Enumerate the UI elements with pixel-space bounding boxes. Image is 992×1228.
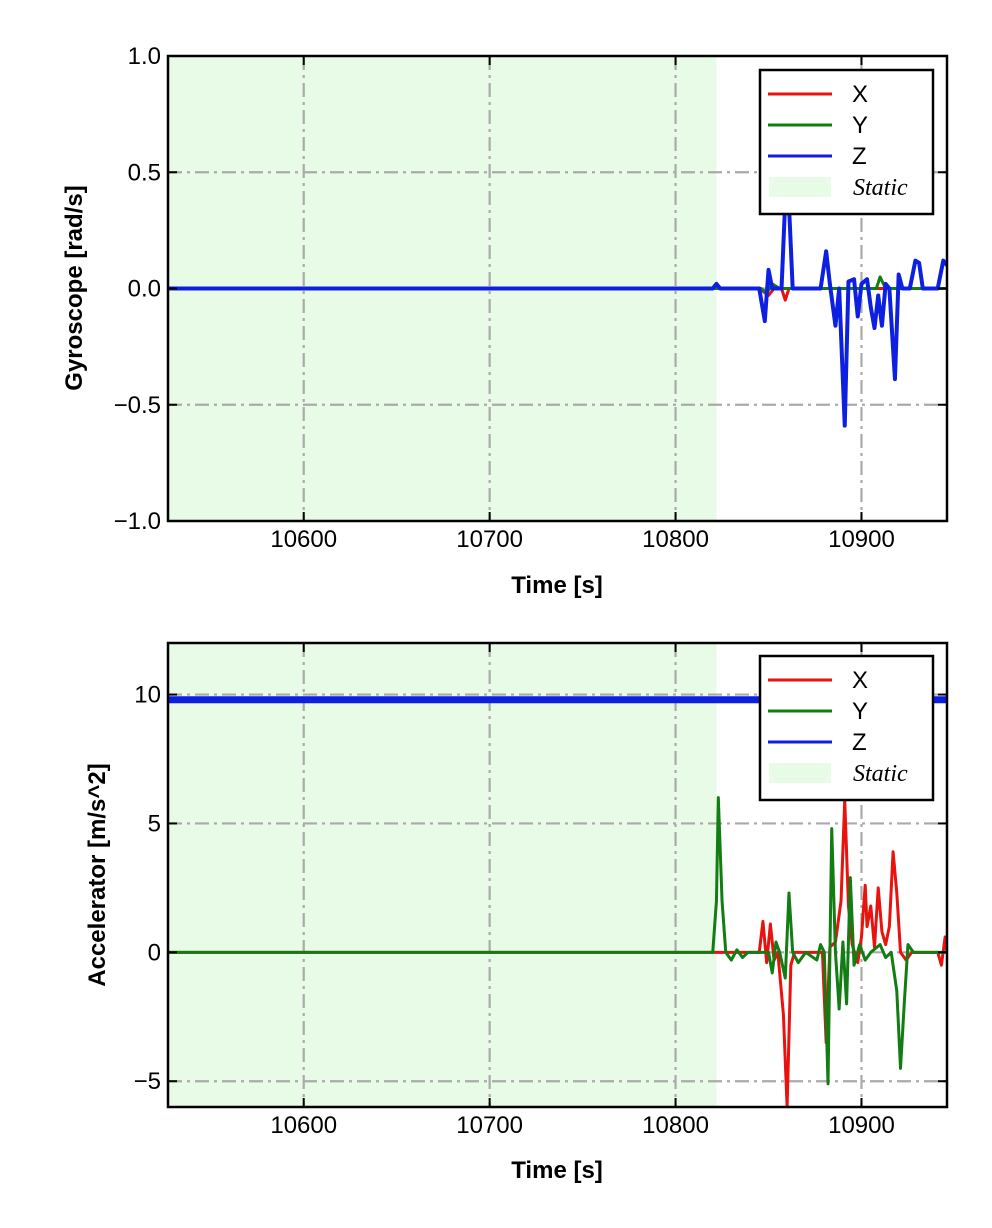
y-tick-label: 10 [134, 682, 161, 709]
series-group-0 [168, 198, 947, 428]
accelerator-chart: 10600 10700 10800 10900 10 5 0 −5 Time [s] Acc… [84, 641, 949, 1184]
y-tick-label: −0.5 [114, 392, 161, 419]
x-axis-label-1: Time [s] [511, 1157, 603, 1184]
legend-0: X Y Z Static [758, 68, 935, 216]
x-tick-label: 10800 [642, 526, 709, 553]
x-tick-label: 10800 [642, 1112, 709, 1139]
legend-1: X Y Z Static [758, 654, 935, 802]
legend-patch-static-0 [769, 177, 831, 197]
x-tick-label: 10600 [270, 526, 337, 553]
legend-label-x-0: X [852, 81, 868, 108]
y-tick-label: 1.0 [128, 43, 161, 70]
legend-label-y-1: Y [852, 698, 868, 725]
x-tick-label: 10600 [270, 1112, 337, 1139]
y-tick-label: 0.0 [128, 276, 161, 303]
y-ticks-0: 1.0 0.5 0.0 −0.5 −1.0 [114, 43, 947, 535]
legend-label-z-1: Z [852, 729, 867, 756]
x-tick-label: 10700 [456, 526, 523, 553]
y-tick-label: 5 [148, 810, 161, 837]
x-tick-label: 10900 [828, 526, 895, 553]
static-region-1 [168, 643, 717, 1107]
series-line-z [168, 198, 947, 428]
legend-label-x-1: X [852, 667, 868, 694]
legend-label-z-0: Z [852, 143, 867, 170]
y-ticks-1: 10 5 0 −5 [134, 682, 947, 1095]
y-tick-label: 0 [148, 939, 161, 966]
legend-label-static-1: Static [853, 761, 908, 787]
x-ticks-0: 10600 10700 10800 10900 [270, 56, 895, 553]
series-line-y [168, 796, 947, 1086]
y-tick-label: −1.0 [114, 508, 161, 535]
x-axis-label-0: Time [s] [511, 572, 603, 599]
legend-label-y-0: Y [852, 112, 868, 139]
y-axis-label-1: Accelerator [m/s^2] [84, 763, 111, 986]
x-tick-label: 10900 [828, 1112, 895, 1139]
legend-label-static-0: Static [853, 175, 908, 201]
plot-frame-1 [166, 641, 949, 1109]
y-tick-label: 0.5 [128, 159, 161, 186]
x-tick-label: 10700 [456, 1112, 523, 1139]
y-axis-label-0: Gyroscope [rad/s] [61, 185, 88, 390]
legend-patch-static-1 [769, 763, 831, 783]
gyroscope-chart: 10600 10700 10800 10900 1.0 0.5 0.0 −0.5 −1.0 T… [61, 43, 949, 599]
y-tick-label: −5 [134, 1068, 161, 1095]
x-ticks-1: 10600 10700 10800 10900 [270, 643, 895, 1139]
